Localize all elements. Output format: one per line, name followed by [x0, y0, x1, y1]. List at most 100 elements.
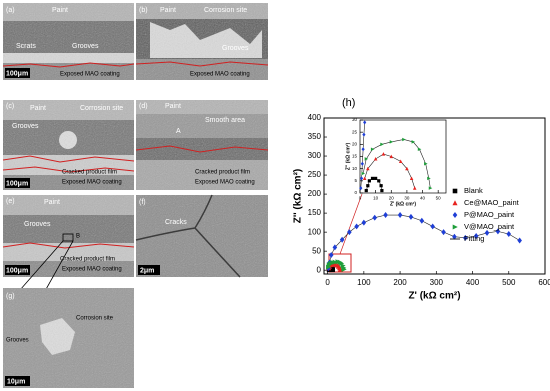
annotation: Corrosion site	[80, 105, 123, 112]
data-point	[389, 154, 394, 159]
legend-label: P@MAO_paint	[464, 210, 515, 219]
plot-area	[323, 117, 546, 275]
data-point	[517, 237, 522, 244]
y-tick-label: 250	[308, 170, 322, 179]
boundary-line	[2, 155, 135, 163]
annotation: Paint	[44, 199, 60, 206]
legend-marker	[452, 212, 458, 218]
data-point	[424, 162, 428, 166]
data-point	[506, 231, 512, 238]
x-axis-label: Z' (kΩ cm²)	[390, 201, 416, 207]
y-axis-label: Z'' (kΩ cm²)	[345, 143, 351, 171]
data-point	[380, 142, 384, 147]
data-point	[347, 229, 352, 236]
panel-label: (c)	[6, 103, 14, 110]
annotation: Smooth area	[205, 117, 245, 124]
data-point	[379, 184, 383, 188]
data-point	[363, 120, 367, 125]
panel-label: (g)	[6, 293, 15, 300]
boundary-line	[135, 61, 269, 67]
y-tick-label: 25	[352, 129, 358, 134]
y-tick-label: 15	[352, 154, 358, 159]
x-tick-label: 200	[393, 278, 407, 287]
x-tick-label: 40	[420, 196, 426, 201]
data-point	[361, 147, 365, 152]
scale-bar: 10μm	[7, 378, 25, 385]
data-point	[381, 152, 386, 156]
data-point	[328, 251, 334, 258]
data-point	[398, 159, 403, 163]
annotation: Cracked product film	[60, 257, 115, 263]
y-tick-label: 10	[352, 166, 358, 171]
data-point	[364, 157, 369, 161]
data-point	[372, 214, 378, 221]
scale-bar-box	[5, 178, 30, 188]
data-point	[411, 140, 416, 144]
annotation: Grooves	[24, 221, 51, 228]
sem-panel-g	[3, 288, 134, 388]
legend-marker	[452, 200, 458, 206]
connector	[19, 240, 64, 291]
annotation: Cracked product film	[195, 170, 250, 176]
data-point	[409, 176, 414, 180]
data-point	[441, 229, 446, 236]
sem-panel-a	[3, 3, 134, 80]
annotation: B	[76, 234, 80, 240]
annotation: Exposed MAO coating	[190, 72, 250, 78]
data-point	[377, 179, 381, 183]
chart-title: (h)	[342, 97, 355, 109]
boundary-line	[135, 145, 269, 153]
annotation: Grooves	[72, 43, 99, 50]
data-point	[364, 188, 368, 193]
annotation: Grooves	[222, 45, 249, 52]
y-tick-label: 400	[308, 113, 322, 122]
scale-bar-box	[5, 68, 30, 78]
annotation: Paint	[30, 105, 46, 112]
legend-label: Fitting	[464, 234, 484, 243]
panel-label: (a)	[6, 7, 15, 14]
annotation: Paint	[160, 7, 176, 14]
data-point	[452, 233, 457, 240]
panel-label: (e)	[6, 198, 15, 205]
x-tick-label: 30	[404, 196, 410, 201]
y-tick-label: 0	[317, 265, 322, 274]
x-tick-label: 500	[502, 278, 516, 287]
y-axis-label: Z'' (kΩ cm²)	[293, 169, 304, 223]
x-tick-label: 50	[436, 196, 442, 201]
data-point	[427, 176, 431, 181]
legend-marker	[452, 224, 458, 230]
boundary-line	[2, 62, 135, 68]
annotation: Exposed MAO coating	[62, 267, 122, 273]
annotation: Scrats	[16, 43, 36, 50]
data-point	[339, 260, 345, 266]
annotation: Corrosion site	[76, 316, 114, 322]
y-tick-label: 20	[352, 142, 358, 147]
y-tick-label: 50	[312, 246, 321, 255]
data-point	[370, 176, 375, 180]
annotation: Exposed MAO coating	[60, 72, 120, 78]
data-point	[367, 179, 371, 183]
sem-panel-b	[136, 3, 268, 80]
data-point	[408, 213, 414, 220]
x-tick-label: 20	[389, 196, 395, 201]
data-point	[405, 166, 409, 171]
annotation: Cracked product film	[62, 170, 117, 176]
data-point	[341, 266, 347, 272]
data-point	[339, 236, 345, 243]
scale-bar: 100μm	[6, 267, 28, 274]
y-tick-label: 5	[354, 178, 357, 183]
data-point	[359, 186, 363, 191]
y-tick-label: 100	[308, 227, 322, 236]
data-point	[332, 259, 338, 265]
annotation: Corrosion site	[204, 7, 247, 14]
y-tick-label: 0	[354, 190, 357, 195]
x-tick-label: 10	[373, 196, 379, 201]
data-point	[428, 186, 433, 190]
legend-label: V@MAO_paint	[464, 222, 515, 231]
data-point	[397, 212, 403, 219]
x-tick-label: 300	[430, 278, 444, 287]
sem-panel-e	[3, 195, 134, 277]
y-tick-label: 150	[308, 208, 322, 217]
data-point	[373, 157, 378, 161]
inset-box	[62, 233, 74, 242]
